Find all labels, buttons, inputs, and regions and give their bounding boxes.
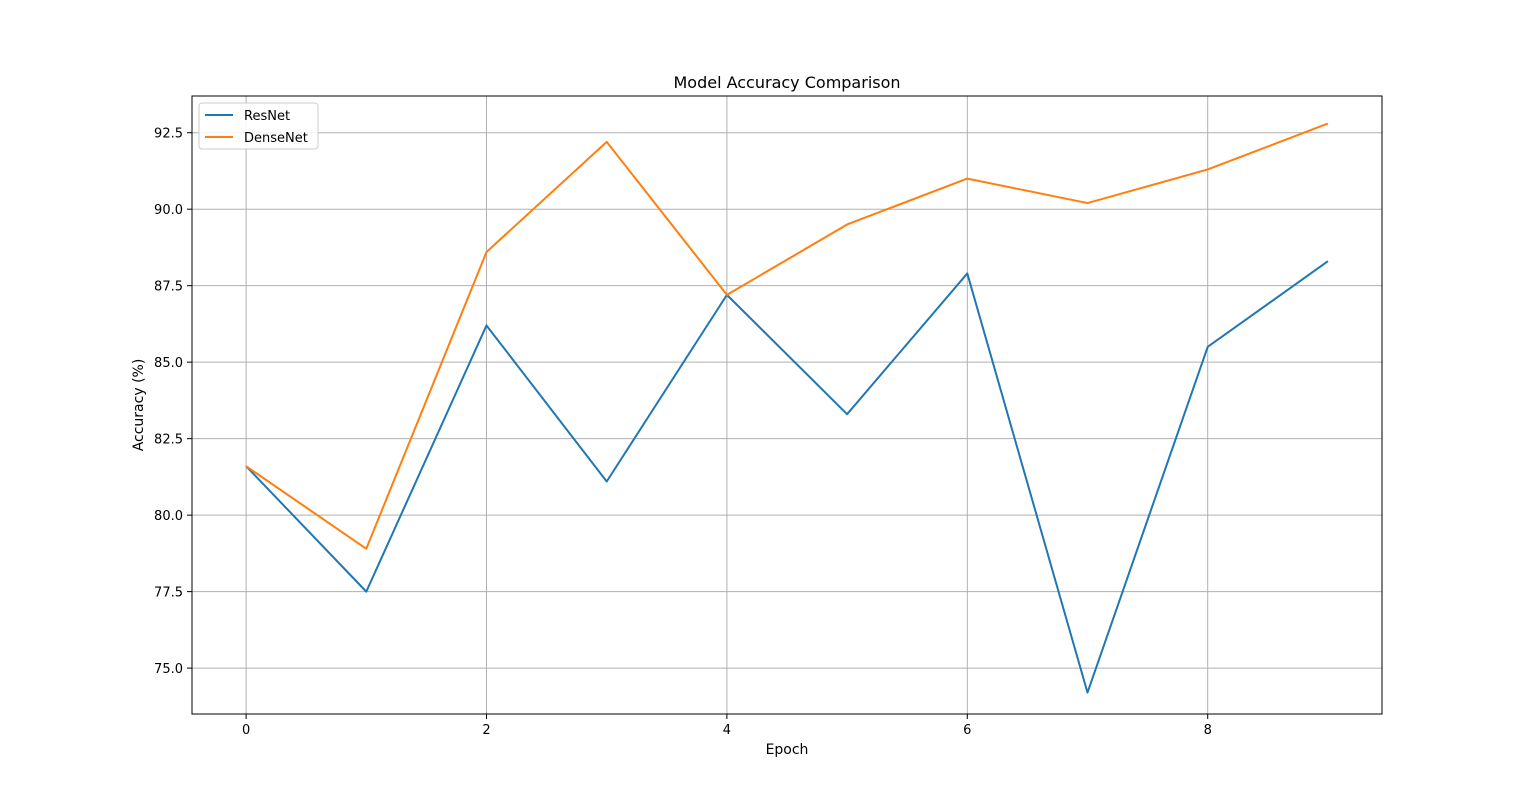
x-tick-label: 6 [963,723,971,738]
y-axis-ticks: 75.0 77.5 80.0 82.5 85.0 87.5 90.0 92.5 [154,127,192,677]
series-lines [245,122,1329,694]
grid-lines [192,96,1382,714]
plot-area-frame [191,95,1383,715]
y-tick-label: 77.5 [154,586,183,601]
x-tick-label: 2 [482,723,490,738]
series-line-densenet [245,122,1329,550]
y-tick-label: 87.5 [154,280,183,295]
series-line-resnet [245,260,1329,694]
y-tick-label: 82.5 [154,433,183,448]
x-tick-label: 8 [1204,723,1212,738]
y-tick-label: 85.0 [154,356,183,371]
chart-title: Model Accuracy Comparison [673,73,900,92]
y-tick-label: 75.0 [154,662,183,677]
legend-label-resnet: ResNet [244,109,290,124]
y-axis-label: Accuracy (%) [131,359,147,452]
y-tick-label: 80.0 [154,509,183,524]
x-axis-ticks: 0 2 4 6 8 [242,714,1212,738]
x-tick-label: 4 [723,723,731,738]
y-tick-label: 92.5 [154,127,183,142]
x-axis-label: Epoch [766,742,809,758]
y-tick-label: 90.0 [154,203,183,218]
legend: ResNet DenseNet [198,102,319,150]
legend-label-densenet: DenseNet [244,131,308,146]
x-tick-label: 0 [242,723,250,738]
